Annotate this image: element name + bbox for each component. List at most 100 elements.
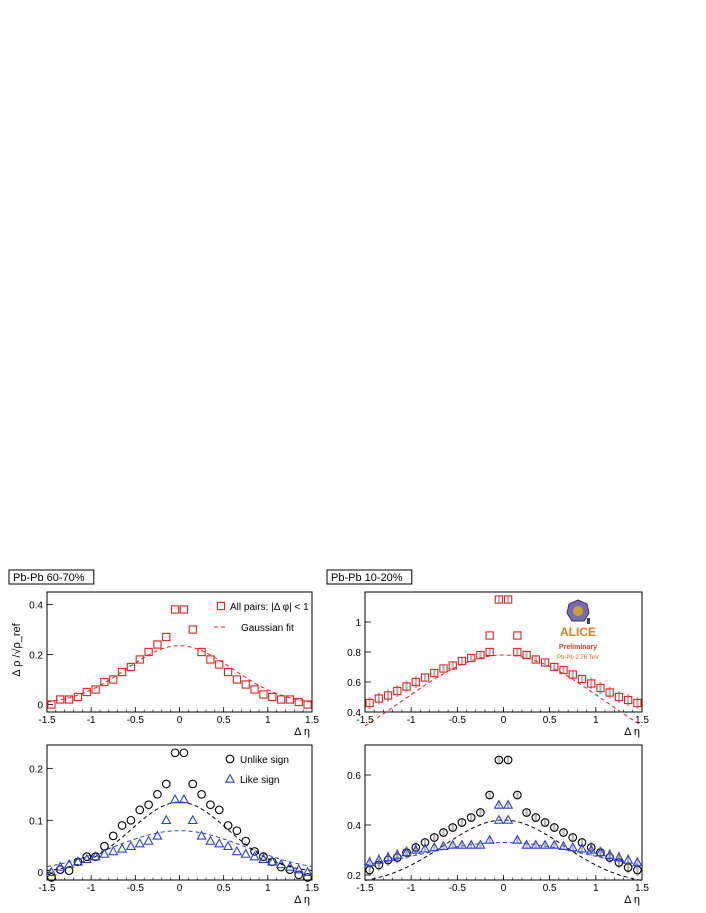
x-axis-label: Δ η <box>624 726 640 738</box>
data-point <box>623 695 633 705</box>
data-point <box>178 793 190 804</box>
data-point <box>558 840 569 851</box>
y-tick-label: 0.4 <box>347 821 361 832</box>
data-point <box>448 823 458 832</box>
data-point <box>392 849 403 859</box>
data-point <box>559 828 568 837</box>
data-point <box>259 690 268 699</box>
data-point <box>632 856 643 867</box>
x-tick-label: -1.5 <box>356 883 374 894</box>
data-point <box>205 835 216 845</box>
data-point <box>206 655 215 664</box>
x-tick-label: 1.5 <box>305 883 319 894</box>
y-tick-label: 0.2 <box>29 651 43 662</box>
data-point <box>586 844 597 854</box>
data-point <box>161 814 172 825</box>
data-point <box>275 858 287 869</box>
y-tick-label: 0.8 <box>347 648 361 659</box>
alice-logo-stand <box>587 618 590 624</box>
plot-frame <box>364 744 643 881</box>
data-point <box>170 605 180 614</box>
y-tick-label: 0 <box>37 701 43 712</box>
x-tick-label: 1 <box>265 883 271 894</box>
data-point <box>46 866 57 876</box>
data-point <box>72 856 84 866</box>
data-point <box>64 695 74 704</box>
alice-logo-name: ALICE <box>560 625 596 639</box>
data-point <box>522 650 531 660</box>
data-point <box>411 677 420 687</box>
gaussian-fit-curve <box>364 842 643 866</box>
data-point <box>293 864 304 874</box>
data-point <box>419 843 431 853</box>
data-point <box>531 813 541 822</box>
x-axis-label: Δ η <box>624 894 640 906</box>
data-point <box>550 662 559 672</box>
data-point <box>91 685 100 694</box>
data-point <box>169 793 181 804</box>
x-tick-label: -1 <box>87 883 96 894</box>
alice-logo-energy: Pb-Pb 2.76 TeV <box>557 655 599 661</box>
data-point <box>466 839 477 849</box>
data-point <box>153 640 162 649</box>
data-point <box>302 866 313 876</box>
data-point <box>502 799 514 809</box>
data-point <box>494 595 504 604</box>
data-point <box>90 851 101 861</box>
data-point <box>55 861 66 871</box>
legend-label: Unlike sign <box>240 755 289 766</box>
data-point <box>222 840 234 851</box>
data-point <box>549 839 560 849</box>
data-point <box>231 845 243 856</box>
alice-logo-core <box>573 606 583 616</box>
y-tick-label: 0 <box>37 868 43 879</box>
data-point <box>614 692 624 702</box>
data-point <box>134 838 145 848</box>
x-tick-label: 0 <box>501 883 507 894</box>
x-tick-label: 0 <box>177 883 183 894</box>
data-point <box>393 686 402 696</box>
x-tick-label: -0.5 <box>449 883 467 894</box>
x-tick-label: 1 <box>593 715 599 726</box>
x-tick-label: 1 <box>265 715 271 726</box>
data-point <box>448 661 457 670</box>
data-point <box>294 697 303 707</box>
x-tick-label: 0.5 <box>217 715 231 726</box>
data-point <box>126 815 136 825</box>
data-point <box>63 858 75 869</box>
panel-title-box <box>8 569 95 585</box>
data-point <box>232 826 242 836</box>
data-point <box>365 698 374 708</box>
data-point <box>439 664 448 673</box>
x-tick-label: -1.5 <box>38 715 56 726</box>
data-point <box>144 647 153 657</box>
data-point <box>250 685 259 694</box>
data-point <box>613 851 625 862</box>
data-point <box>188 779 198 789</box>
data-point <box>623 854 634 864</box>
data-point <box>135 655 144 664</box>
y-tick-label: 0.6 <box>347 771 361 782</box>
data-point <box>568 670 577 679</box>
y-tick-label: 1 <box>355 618 361 629</box>
data-point <box>144 800 153 810</box>
data-point <box>214 838 225 848</box>
data-point <box>539 839 551 849</box>
data-point <box>81 853 92 863</box>
data-point <box>179 605 189 614</box>
data-point <box>56 695 65 704</box>
data-point <box>475 839 486 849</box>
panels: -1.5 -1 -0.5 0 0.5 1 1.5 0 0.2 0.4 Δ η Pb-Pb 60-70%… <box>8 569 649 906</box>
gaussian-fit-curve <box>364 654 643 727</box>
data-point <box>494 755 504 765</box>
x-tick-label: -1.5 <box>356 715 374 726</box>
data-point <box>521 839 532 849</box>
data-point <box>402 682 411 691</box>
data-point <box>258 853 269 863</box>
data-point <box>513 631 522 640</box>
data-point <box>152 830 163 840</box>
gaussian-fit-curve <box>46 830 313 868</box>
data-point <box>117 821 127 830</box>
data-point <box>214 805 224 815</box>
x-tick-label: -0.5 <box>449 715 467 726</box>
